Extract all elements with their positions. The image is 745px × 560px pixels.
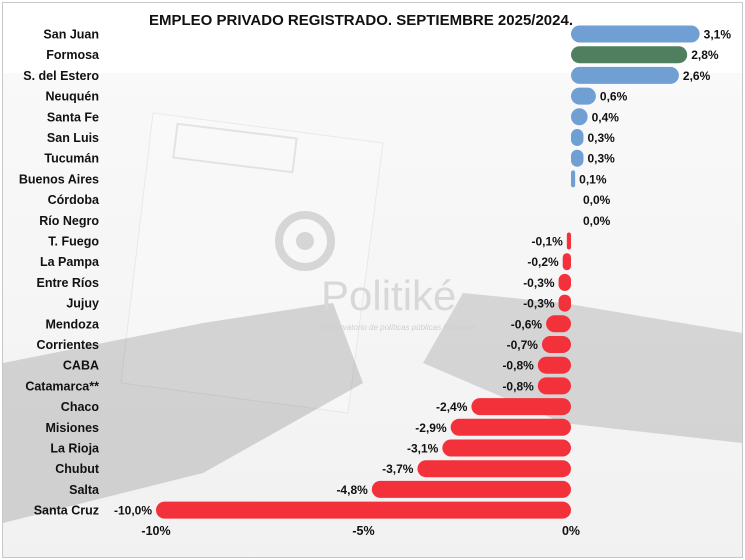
x-tick-label: -10% xyxy=(141,524,170,538)
data-label-buenos-aires: 0,1% xyxy=(579,172,607,186)
resume-sheet-graphic xyxy=(120,112,384,414)
bar-tucum-n xyxy=(571,149,584,167)
data-label-tucum-n: 0,3% xyxy=(587,152,615,166)
data-label-formosa: 2,8% xyxy=(691,48,719,62)
data-label-la-pampa: -0,2% xyxy=(527,255,559,269)
data-label-neuqu-n: 0,6% xyxy=(600,90,628,104)
category-label-la-pampa: La Pampa xyxy=(40,255,100,269)
watermark: Politiké Observatorio de políticas públi… xyxy=(275,211,475,332)
bar-formosa xyxy=(571,46,688,64)
category-labels: San Juan Formosa S. del Estero Neuquén Santa… xyxy=(19,28,100,518)
bars-group xyxy=(156,25,700,519)
bar-catamarca xyxy=(537,377,571,395)
bar-jujuy xyxy=(558,294,571,312)
category-label-entre-r-os: Entre Ríos xyxy=(36,276,99,290)
handshake-graphic xyxy=(3,293,742,523)
data-label-mendoza: -0,6% xyxy=(511,317,543,331)
category-label-chubut: Chubut xyxy=(55,462,100,476)
x-axis-ticks: -10% -5% 0% xyxy=(141,524,580,538)
data-label-t-fuego: -0,1% xyxy=(531,235,563,249)
data-label-entre-r-os: -0,3% xyxy=(523,276,555,290)
background-photo xyxy=(3,73,742,557)
bar-santa-cruz xyxy=(156,501,571,519)
bar-chaco xyxy=(471,398,571,416)
category-label-catamarca: Catamarca** xyxy=(25,379,99,393)
data-labels: 3,1% 2,8% 2,6% 0,6% 0,4% 0,3% 0,3% 0,1% 0,0% 0,0%… xyxy=(114,28,731,518)
bar-mendoza xyxy=(546,315,571,333)
watermark-tagline: Observatorio de políticas públicas Formo… xyxy=(321,323,475,332)
bar-buenos-aires xyxy=(571,170,576,188)
category-label-caba: CABA xyxy=(63,359,99,373)
data-label-jujuy: -0,3% xyxy=(523,297,555,311)
data-label-corrientes: -0,7% xyxy=(507,338,539,352)
data-label-la-rioja: -3,1% xyxy=(407,442,439,456)
data-label-salta: -4,8% xyxy=(336,483,368,497)
data-label-santa-cruz: -10,0% xyxy=(114,504,152,518)
category-label-misiones: Misiones xyxy=(46,421,100,435)
category-label-neuqu-n: Neuquén xyxy=(46,90,99,104)
bar-corrientes xyxy=(541,336,571,353)
category-label-la-rioja: La Rioja xyxy=(50,442,100,456)
bar-t-fuego xyxy=(566,232,571,250)
bar-neuqu-n xyxy=(571,87,596,105)
category-label-tucum-n: Tucumán xyxy=(44,152,99,166)
watermark-brand: Politiké xyxy=(321,272,456,319)
data-label-misiones: -2,9% xyxy=(415,421,447,435)
bar-caba xyxy=(537,356,571,374)
category-label-san-luis: San Luis xyxy=(47,131,99,145)
category-label-formosa: Formosa xyxy=(46,48,100,62)
data-label-chubut: -3,7% xyxy=(382,462,414,476)
category-label-santa-fe: Santa Fe xyxy=(47,110,99,124)
bar-la-pampa xyxy=(562,253,571,271)
bar-san-juan xyxy=(571,25,700,43)
category-label-c-rdoba: Córdoba xyxy=(48,193,100,207)
data-label-san-juan: 3,1% xyxy=(704,28,732,42)
category-label-chaco: Chaco xyxy=(61,400,100,414)
x-tick-label: 0% xyxy=(562,524,580,538)
bar-misiones xyxy=(450,418,571,436)
category-label-san-juan: San Juan xyxy=(43,28,99,42)
data-label-catamarca: -0,8% xyxy=(502,379,534,393)
bar-la-rioja xyxy=(442,439,571,457)
bar-entre-r-os xyxy=(558,273,571,291)
bar-san-luis xyxy=(571,129,584,146)
data-label-santa-fe: 0,4% xyxy=(592,110,620,124)
x-tick-label: -5% xyxy=(352,524,374,538)
category-label-corrientes: Corrientes xyxy=(36,338,99,352)
data-label-caba: -0,8% xyxy=(502,359,534,373)
bar-salta xyxy=(371,480,571,498)
bar-chart: Politiké Observatorio de políticas públi… xyxy=(19,12,731,538)
chart-title: EMPLEO PRIVADO REGISTRADO. SEPTIEMBRE 20… xyxy=(149,12,573,29)
data-label-chaco: -2,4% xyxy=(436,400,468,414)
category-label-r-o-negro: Río Negro xyxy=(39,214,99,228)
bar-santa-fe xyxy=(571,108,588,126)
data-label-c-rdoba: 0,0% xyxy=(583,193,611,207)
category-label-buenos-aires: Buenos Aires xyxy=(19,172,99,186)
category-label-mendoza: Mendoza xyxy=(46,317,101,331)
category-label-santa-cruz: Santa Cruz xyxy=(34,504,99,518)
data-label-s-del-estero: 2,6% xyxy=(683,69,711,83)
data-label-r-o-negro: 0,0% xyxy=(583,214,611,228)
category-label-t-fuego: T. Fuego xyxy=(48,235,99,249)
category-label-salta: Salta xyxy=(69,483,100,497)
bar-chubut xyxy=(417,460,571,478)
data-label-san-luis: 0,3% xyxy=(587,131,615,145)
category-label-jujuy: Jujuy xyxy=(66,297,99,311)
bar-s-del-estero xyxy=(571,66,679,84)
category-label-s-del-estero: S. del Estero xyxy=(23,69,99,83)
